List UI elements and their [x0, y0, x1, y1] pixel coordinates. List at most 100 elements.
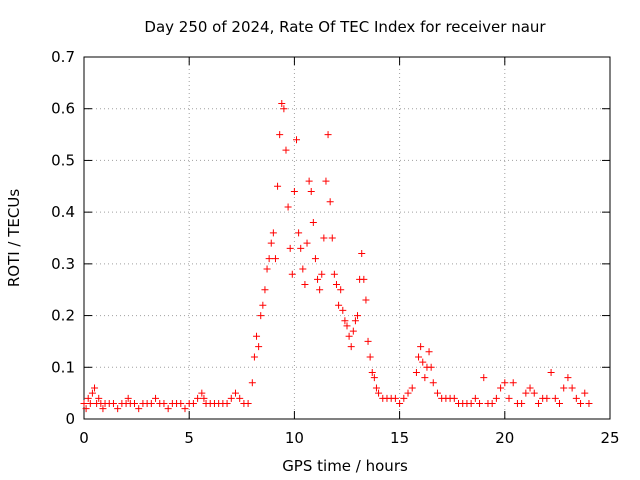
- data-point: [556, 399, 564, 407]
- data-point: [415, 353, 423, 361]
- x-tick-label: 20: [495, 429, 514, 447]
- data-point: [282, 146, 290, 154]
- y-tick-label: 0.1: [51, 358, 75, 376]
- data-point: [343, 322, 351, 330]
- data-point: [288, 270, 296, 278]
- data-point: [370, 374, 378, 382]
- data-point: [530, 389, 538, 397]
- x-tick-label: 5: [184, 429, 194, 447]
- x-tick-label: 10: [285, 429, 304, 447]
- data-point: [339, 306, 347, 314]
- data-point: [80, 399, 88, 407]
- data-point: [269, 229, 277, 237]
- data-point: [501, 379, 509, 387]
- data-point: [259, 301, 267, 309]
- data-point: [320, 234, 328, 242]
- data-point: [147, 399, 155, 407]
- y-tick-label: 0.2: [51, 307, 75, 325]
- data-point: [200, 394, 208, 402]
- data-point: [330, 270, 338, 278]
- chart-title: Day 250 of 2024, Rate Of TEC Index for r…: [144, 18, 546, 36]
- y-tick-label: 0.5: [51, 151, 75, 169]
- data-point: [109, 399, 117, 407]
- x-tick-label: 15: [390, 429, 409, 447]
- data-point: [257, 312, 265, 320]
- data-point: [293, 136, 301, 144]
- data-point: [351, 317, 359, 325]
- data-point: [255, 343, 263, 351]
- data-point: [551, 394, 559, 402]
- data-point: [194, 394, 202, 402]
- data-point: [164, 405, 172, 413]
- data-point: [314, 275, 322, 283]
- data-point: [543, 394, 551, 402]
- data-point: [564, 374, 572, 382]
- data-point: [152, 394, 160, 402]
- data-point: [274, 182, 282, 190]
- data-point: [433, 389, 441, 397]
- data-point: [265, 255, 273, 263]
- data-point: [324, 131, 332, 139]
- data-point: [244, 399, 252, 407]
- data-point: [130, 399, 138, 407]
- data-point: [349, 327, 357, 335]
- data-point: [88, 389, 96, 397]
- data-point: [547, 368, 555, 376]
- data-point: [297, 244, 305, 252]
- data-point: [518, 399, 526, 407]
- data-point: [391, 394, 399, 402]
- data-point: [290, 187, 298, 195]
- data-point: [305, 177, 313, 185]
- data-point: [581, 389, 589, 397]
- data-point: [311, 255, 319, 263]
- data-point: [534, 399, 542, 407]
- x-ticks: 0 5 10 15 20 25: [79, 57, 620, 447]
- data-point: [568, 384, 576, 392]
- data-point: [307, 187, 315, 195]
- data-point: [250, 353, 258, 361]
- data-point: [326, 198, 334, 206]
- data-point: [189, 399, 197, 407]
- data-point: [261, 286, 269, 294]
- data-point: [476, 399, 484, 407]
- data-point: [366, 353, 374, 361]
- data-point: [471, 394, 479, 402]
- data-point: [284, 203, 292, 211]
- data-point: [362, 296, 370, 304]
- x-axis-label: GPS time / hours: [282, 457, 408, 475]
- data-point: [425, 348, 433, 356]
- data-point: [253, 332, 261, 340]
- data-point: [526, 384, 534, 392]
- data-point: [332, 281, 340, 289]
- data-point: [227, 394, 235, 402]
- data-point: [396, 399, 404, 407]
- data-point: [309, 218, 317, 226]
- data-point: [572, 394, 580, 402]
- y-tick-label: 0.4: [51, 203, 75, 221]
- data-point: [421, 374, 429, 382]
- data-point: [429, 379, 437, 387]
- data-point: [177, 399, 185, 407]
- data-point: [372, 384, 380, 392]
- data-point: [347, 343, 355, 351]
- x-tick-label: 25: [600, 429, 619, 447]
- y-tick-label: 0.6: [51, 100, 75, 118]
- data-point: [509, 379, 517, 387]
- data-point: [341, 317, 349, 325]
- data-point: [375, 389, 383, 397]
- data-point: [360, 275, 368, 283]
- data-point: [404, 389, 412, 397]
- y-tick-label: 0.7: [51, 48, 75, 66]
- data-point: [408, 384, 416, 392]
- data-point: [223, 399, 231, 407]
- data-point: [488, 399, 496, 407]
- data-point: [585, 399, 593, 407]
- data-point: [181, 405, 189, 413]
- data-point: [322, 177, 330, 185]
- data-point: [135, 405, 143, 413]
- data-point: [560, 384, 568, 392]
- data-point: [497, 384, 505, 392]
- data-point: [303, 239, 311, 247]
- data-point: [577, 399, 585, 407]
- data-point: [86, 399, 94, 407]
